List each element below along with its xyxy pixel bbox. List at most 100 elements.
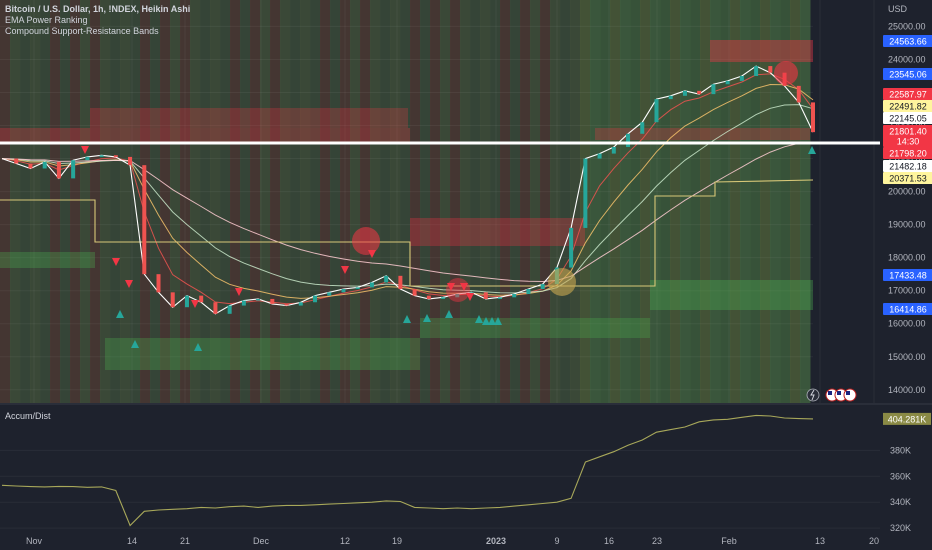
candle <box>398 275 403 290</box>
time-tick-label: 21 <box>180 536 190 546</box>
background-band <box>450 0 461 403</box>
sell-signal-icon <box>191 300 199 308</box>
candle <box>483 292 488 299</box>
candle <box>142 165 147 275</box>
time-tick-label: 9 <box>554 536 559 546</box>
ema-line <box>1 141 814 283</box>
candle <box>611 146 616 154</box>
resistance-circle-icon <box>352 227 380 255</box>
grid <box>0 0 875 403</box>
buy-signal-icon <box>403 315 411 323</box>
price-tag <box>883 269 932 281</box>
buy-signal-icon <box>475 315 483 323</box>
candle <box>668 95 673 100</box>
resistance-zone <box>0 128 410 144</box>
price-tag <box>883 160 932 172</box>
buy-signal-icon <box>131 340 139 348</box>
background-band <box>790 0 801 403</box>
candle <box>426 295 431 299</box>
candle <box>640 122 645 134</box>
ad-tick-label: 360K <box>890 471 911 481</box>
accum-dist-title: Accum/Dist <box>5 411 51 421</box>
background-band <box>330 0 341 403</box>
background-band <box>270 0 281 403</box>
time-tick-label: 16 <box>604 536 614 546</box>
time-axis: Nov 14 21 Dec 12 19 2023 9 16 23 Feb 13 20 <box>26 536 879 546</box>
candle <box>71 160 76 179</box>
sell-signal-icon <box>447 283 455 291</box>
ema-line <box>1 104 814 294</box>
background-band <box>530 0 541 403</box>
indicator-ema-power-ranking[interactable]: EMA Power Ranking <box>5 15 88 25</box>
candle <box>213 302 218 314</box>
background-band <box>60 0 71 403</box>
ema-line <box>1 83 814 299</box>
background-band <box>340 0 351 403</box>
time-tick-label: Dec <box>253 536 270 546</box>
buy-signal-icon <box>488 317 496 325</box>
buy-signal-icon <box>116 310 124 318</box>
background-band <box>640 0 651 403</box>
time-tick-label: 13 <box>815 536 825 546</box>
price-tag-label: 22145.05 <box>889 114 927 124</box>
candle <box>298 302 303 306</box>
candle <box>184 295 189 308</box>
price-tag-label: 23545.06 <box>889 70 927 80</box>
ad-tick-label: 340K <box>890 497 911 507</box>
background-band <box>260 0 271 403</box>
price-series <box>1 65 815 315</box>
support-zone <box>0 252 95 268</box>
price-tick-label: 18000.00 <box>888 253 926 263</box>
sell-signal-icon <box>460 283 468 291</box>
background-band <box>460 0 471 403</box>
indicator-support-resistance[interactable]: Compound Support-Resistance Bands <box>5 26 159 36</box>
background-band <box>170 0 181 403</box>
background-band <box>280 0 291 403</box>
background-band <box>620 0 631 403</box>
background-band <box>630 0 641 403</box>
candle <box>711 84 716 95</box>
price-tick-label: 20000.00 <box>888 187 926 197</box>
price-tag <box>883 147 932 159</box>
price-tag <box>883 172 932 184</box>
candle <box>526 289 531 294</box>
background-band <box>410 0 421 403</box>
background-band <box>320 0 331 403</box>
candle <box>768 66 773 73</box>
support-zone <box>420 318 650 338</box>
candle <box>241 300 246 306</box>
ad-current-label: 404.281K <box>888 414 927 424</box>
time-tick-label: 19 <box>392 536 402 546</box>
background-band <box>780 0 791 403</box>
candle <box>540 284 545 290</box>
background-bands <box>0 0 811 403</box>
candle <box>697 90 702 95</box>
price-tags: 24563.66 23545.06 22587.97 22491.82 22145.05… <box>883 35 932 315</box>
background-band <box>240 0 251 403</box>
ema-lines <box>0 73 814 305</box>
background-band <box>230 0 241 403</box>
candle <box>455 293 460 298</box>
price-tag <box>883 135 932 147</box>
background-band <box>750 0 761 403</box>
candle <box>811 102 815 133</box>
background-band <box>160 0 171 403</box>
signal-markers <box>81 61 816 351</box>
background-band <box>540 0 551 403</box>
support-zone <box>105 338 420 370</box>
candle <box>512 293 517 298</box>
background-band <box>390 0 401 403</box>
background-band <box>490 0 501 403</box>
candle <box>384 275 389 283</box>
buy-signal-icon <box>808 146 816 154</box>
resistance-zone <box>710 40 813 62</box>
candle <box>441 297 446 299</box>
axis-unit-label: USD <box>888 4 908 14</box>
price-tag <box>883 303 932 315</box>
background-band <box>520 0 531 403</box>
price-tag <box>883 125 932 137</box>
background-band <box>370 0 381 403</box>
background-band <box>700 0 711 403</box>
background-band <box>740 0 751 403</box>
